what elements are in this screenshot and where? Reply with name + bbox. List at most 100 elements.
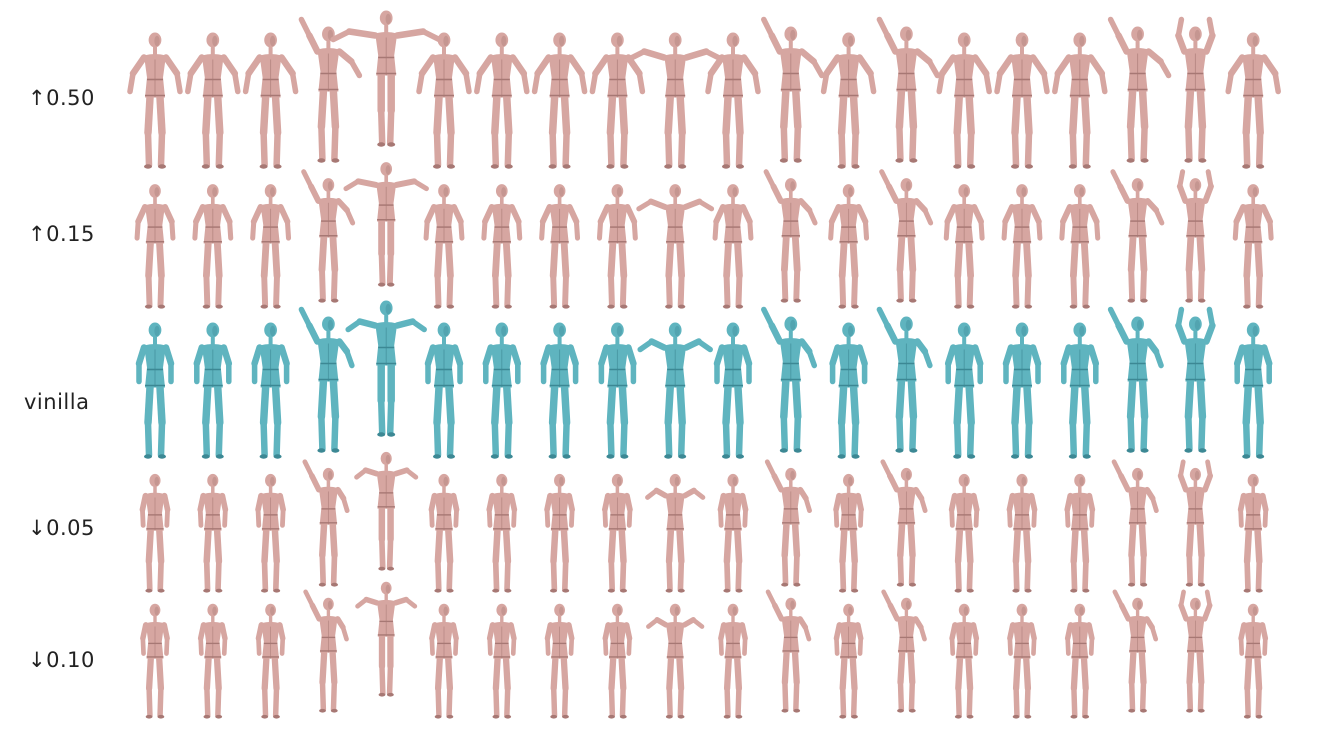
mannequin-figure: [482, 322, 522, 459]
mannequin-figure: [140, 603, 170, 719]
mannequin-figure: [531, 32, 588, 169]
mannequin-figure: [1233, 322, 1273, 459]
mannequin-figure: [1052, 32, 1108, 169]
mannequin-figure: [251, 322, 290, 459]
mannequin-figure: [949, 603, 980, 719]
mannequin-figure: [820, 32, 877, 169]
mannequin-figure: [303, 589, 349, 713]
mannequin-figure: [423, 184, 465, 309]
mannequin-figure: [943, 184, 985, 309]
mannequin-figure: [994, 32, 1050, 169]
mannequin-figure: [936, 32, 992, 169]
mannequin-figure: [602, 603, 633, 719]
mannequin-figure: [486, 603, 517, 719]
mannequin-figure: [645, 473, 706, 593]
mannequin-figure: [139, 473, 171, 593]
mannequin-figure: [763, 169, 818, 303]
mannequin-figure: [598, 322, 637, 459]
mannequin-figure: [761, 306, 818, 453]
mannequin-figure: [765, 589, 812, 713]
mannequin-figure: [1177, 459, 1214, 587]
mannequin-figure: [646, 603, 705, 719]
mannequin-figure: [1007, 603, 1037, 719]
mannequin-figure: [876, 16, 941, 163]
mannequin-figure: [192, 184, 234, 309]
mannequin-figure: [1237, 473, 1269, 593]
mannequin-figure: [717, 473, 749, 593]
mannequin-figure: [1238, 603, 1269, 719]
mannequin-figure: [1107, 16, 1172, 163]
mannequin-figure: [354, 451, 419, 571]
mannequin-figure: [298, 16, 363, 163]
mannequin-figure: [343, 162, 429, 287]
mannequin-figure: [1002, 322, 1042, 459]
mannequin-figure: [330, 10, 442, 147]
row-label-down-010: ↓0.10: [28, 648, 95, 672]
mannequin-figure: [879, 169, 934, 303]
mannequin-figure: [1175, 306, 1216, 453]
mannequin-figure: [764, 459, 812, 587]
mannequin-figure: [197, 473, 229, 593]
row-label-up-015: ↑0.15: [28, 222, 95, 246]
mannequin-figure: [828, 184, 870, 309]
mannequin-figure: [481, 184, 523, 309]
mannequin-figure: [134, 184, 176, 309]
row-label-vinilla: vinilla: [24, 390, 90, 414]
mannequin-figure: [596, 184, 638, 309]
mannequin-figure: [948, 473, 980, 593]
mannequin-figure: [255, 603, 286, 719]
mannequin-figure: [1064, 473, 1096, 593]
mannequin-figure: [881, 589, 927, 713]
mannequin-figure: [1059, 184, 1101, 309]
mannequin-figure: [761, 16, 825, 163]
mannequin-figure: [1178, 589, 1213, 713]
mannequin-figure: [1001, 184, 1043, 309]
mannequin-figure: [540, 322, 579, 459]
mannequin-figure: [255, 473, 286, 593]
mannequin-figure: [539, 184, 581, 309]
mannequin-figure: [1112, 589, 1159, 713]
mannequin-figure: [712, 184, 754, 309]
mannequin-figure: [197, 603, 228, 719]
mannequin-figure: [876, 306, 933, 453]
mannequin-figure: [1060, 322, 1100, 459]
mannequin-figure: [424, 322, 464, 459]
mannequin-figure: [486, 473, 518, 593]
mannequin-figure: [1107, 306, 1164, 453]
mannequin-figure: [242, 32, 299, 169]
mannequin-figure: [428, 473, 460, 593]
mannequin-figure: [1225, 32, 1281, 169]
mannequin-figure: [193, 322, 233, 459]
mannequin-figure: [135, 322, 175, 459]
mannequin-figure: [416, 32, 472, 169]
mannequin-figure: [1006, 473, 1038, 593]
mannequin-figure: [833, 603, 864, 719]
mannequin-figure: [345, 300, 427, 437]
row-label-up-050: ↑0.50: [28, 86, 95, 110]
mannequin-figure: [705, 32, 761, 169]
mannequin-figure: [589, 32, 646, 169]
mannequin-figure: [833, 473, 864, 593]
mannequin-figure: [1176, 169, 1214, 303]
mannequin-figure: [1175, 16, 1216, 163]
mannequin-figure: [602, 473, 633, 593]
mannequin-figure: [429, 603, 459, 719]
mannequin-figure: [1110, 169, 1165, 303]
mannequin-figure: [637, 322, 713, 459]
mannequin-figure: [302, 459, 350, 587]
mannequin-figure: [301, 169, 356, 303]
mannequin-figure: [829, 322, 868, 459]
mannequin-figure: [355, 581, 418, 697]
mannequin-figure: [1111, 459, 1159, 587]
mannequin-figure: [127, 32, 183, 169]
mannequin-figure: [544, 473, 575, 593]
mannequin-figure: [250, 184, 292, 309]
mannequin-figure: [1232, 184, 1274, 309]
mannequin-figure: [298, 306, 355, 453]
mannequin-figure: [544, 603, 575, 719]
mannequin-figure: [880, 459, 928, 587]
mannequin-figure: [718, 603, 748, 719]
mannequin-figure: [185, 32, 241, 169]
